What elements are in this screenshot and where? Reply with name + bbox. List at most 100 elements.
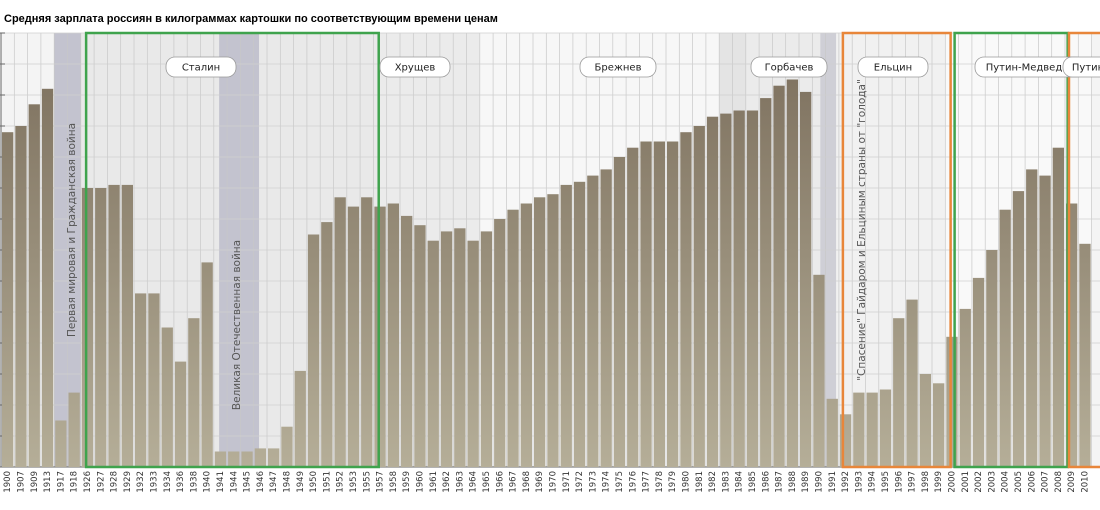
x-tick-label: 1974 bbox=[602, 471, 612, 493]
bar bbox=[161, 327, 173, 467]
bar bbox=[680, 132, 692, 467]
x-tick-label: 1966 bbox=[495, 471, 505, 493]
era-label: Хрущев bbox=[395, 63, 436, 74]
x-tick-label: 1994 bbox=[868, 471, 878, 493]
x-tick-label: 1997 bbox=[908, 471, 918, 493]
period-frame bbox=[1067, 31, 1100, 469]
bar bbox=[972, 277, 985, 467]
bar bbox=[507, 209, 519, 467]
bar bbox=[401, 215, 413, 467]
bar bbox=[640, 141, 652, 467]
bar bbox=[1066, 203, 1078, 467]
x-tick-label: 1973 bbox=[588, 471, 598, 493]
bar bbox=[760, 98, 772, 467]
x-tick-label: 1992 bbox=[841, 471, 851, 493]
bar bbox=[720, 113, 732, 467]
bar bbox=[839, 414, 852, 467]
bar bbox=[613, 157, 626, 467]
bar bbox=[959, 308, 971, 467]
x-tick-label: 1987 bbox=[775, 471, 785, 493]
bar bbox=[826, 398, 838, 467]
era-pill bbox=[857, 56, 929, 78]
bar bbox=[667, 141, 679, 467]
x-tick-label: 1980 bbox=[681, 471, 691, 493]
annotation: "Спасение" Гайдаром и Ельциным страны от… bbox=[856, 79, 868, 381]
bar bbox=[68, 392, 80, 467]
bar bbox=[41, 88, 54, 468]
x-tick-label: 1963 bbox=[455, 471, 465, 493]
x-tick-label: 1964 bbox=[469, 471, 479, 493]
bar bbox=[387, 203, 399, 467]
x-tick-label: 1900 bbox=[3, 471, 13, 493]
bar bbox=[81, 188, 94, 467]
x-tick-label: 1969 bbox=[535, 471, 545, 493]
bar bbox=[866, 392, 878, 467]
era-label: Горбачев bbox=[765, 63, 814, 74]
bar bbox=[268, 448, 280, 467]
annotation: Великая Отечественная война bbox=[231, 240, 243, 410]
bar bbox=[800, 91, 812, 468]
x-tick-label: 1950 bbox=[309, 471, 319, 493]
bar bbox=[121, 184, 133, 467]
x-tick-label: 1986 bbox=[761, 471, 771, 493]
bar bbox=[587, 175, 599, 467]
bar bbox=[254, 448, 266, 467]
x-tick-label: 1979 bbox=[668, 471, 678, 493]
x-tick-label: 1909 bbox=[30, 471, 40, 493]
bar bbox=[188, 318, 200, 467]
bar bbox=[600, 169, 612, 467]
bar bbox=[28, 104, 40, 468]
x-tick-label: 1961 bbox=[429, 471, 439, 493]
x-tick-label: 1928 bbox=[110, 471, 120, 493]
x-tick-label: 2007 bbox=[1041, 471, 1051, 493]
bar bbox=[1012, 191, 1025, 467]
x-tick-label: 1918 bbox=[70, 471, 80, 493]
x-tick-label: 1971 bbox=[562, 471, 572, 493]
bar bbox=[108, 184, 120, 467]
x-tick-label: 1948 bbox=[282, 471, 292, 493]
era-pill bbox=[750, 56, 828, 78]
bar bbox=[135, 293, 147, 467]
bar bbox=[467, 240, 479, 467]
x-tick-label: 1934 bbox=[163, 471, 173, 493]
x-tick-label: 1990 bbox=[814, 471, 824, 493]
x-tick-label: 2010 bbox=[1080, 471, 1090, 493]
bar bbox=[201, 262, 213, 467]
x-tick-label: 2008 bbox=[1054, 471, 1064, 493]
x-tick-label: 1982 bbox=[708, 471, 718, 493]
x-tick-label: 1949 bbox=[296, 471, 306, 493]
bar bbox=[347, 206, 360, 467]
bar bbox=[534, 197, 546, 468]
x-tick-label: 2003 bbox=[987, 471, 997, 493]
bar bbox=[427, 240, 439, 467]
bar bbox=[374, 206, 386, 467]
x-tick-label: 1983 bbox=[721, 471, 731, 493]
x-tick-label: 1926 bbox=[83, 471, 93, 493]
x-tick-label: 1947 bbox=[269, 471, 279, 493]
bar bbox=[893, 318, 905, 467]
bar bbox=[414, 225, 426, 467]
x-tick-label: 1991 bbox=[828, 471, 838, 493]
period-frame bbox=[953, 31, 1069, 469]
x-tick-label: 1907 bbox=[16, 471, 26, 493]
bar bbox=[174, 361, 187, 467]
x-tick-label: 2004 bbox=[1001, 471, 1011, 493]
period-frame bbox=[84, 31, 380, 469]
x-tick-label: 1962 bbox=[442, 471, 452, 493]
x-tick-label: 1959 bbox=[402, 471, 412, 493]
bar bbox=[560, 184, 572, 467]
bar bbox=[946, 336, 958, 467]
bar bbox=[361, 197, 373, 468]
bar bbox=[148, 293, 160, 467]
x-tick-label: 1927 bbox=[96, 471, 106, 493]
x-tick-label: 1929 bbox=[123, 471, 133, 493]
bar bbox=[706, 116, 719, 467]
x-tick-label: 2009 bbox=[1067, 471, 1077, 493]
x-tick-label: 1944 bbox=[229, 471, 239, 493]
x-tick-label: 1958 bbox=[389, 471, 399, 493]
x-tick-label: 1932 bbox=[136, 471, 146, 493]
bar bbox=[454, 228, 466, 467]
x-tick-label: 1960 bbox=[415, 471, 425, 493]
bar bbox=[294, 370, 306, 467]
